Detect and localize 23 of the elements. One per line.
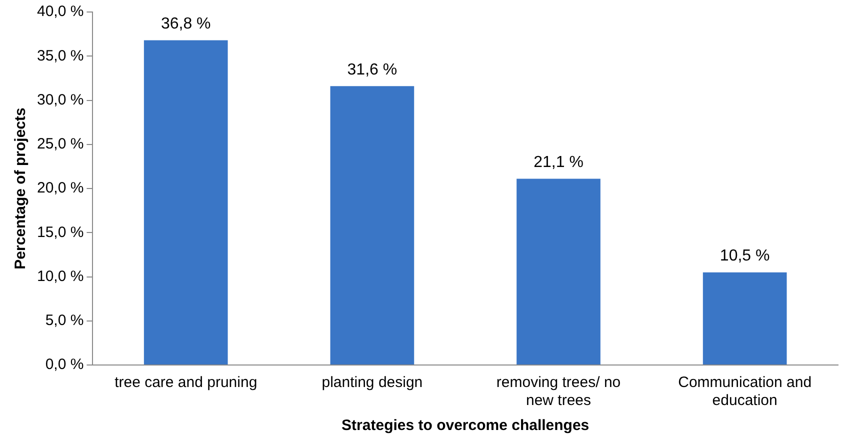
data-label: 36,8 % [160, 16, 211, 33]
x-axis-title: Strategies to overcome challenges [342, 417, 590, 434]
x-tick-label: Communication and education [678, 374, 812, 410]
x-tick-label: removing trees/ no new trees [496, 374, 621, 410]
bar [330, 86, 414, 364]
y-tick-label: 10,0 % [36, 268, 84, 285]
bar [702, 272, 787, 364]
data-label: 10,5 % [720, 248, 770, 265]
bar [144, 40, 228, 364]
y-tick-label: 30,0 % [36, 91, 84, 108]
y-tick-label: 25,0 % [36, 136, 84, 153]
y-tick-label: 40,0 % [36, 3, 84, 20]
bar [516, 178, 600, 364]
y-tick-label: 35,0 % [36, 47, 84, 64]
y-axis-title: Percentage of projects [12, 108, 30, 270]
x-tick-label: planting design [322, 374, 423, 392]
x-tick-label: tree care and pruning [114, 374, 258, 392]
y-tick-label: 0,0 % [45, 356, 84, 374]
y-tick-label: 15,0 % [36, 224, 84, 241]
data-label: 21,1 % [534, 154, 584, 172]
y-tick-label: 5,0 % [45, 312, 84, 330]
data-label: 31,6 % [347, 62, 398, 79]
y-tick-label: 20,0 % [36, 180, 84, 197]
